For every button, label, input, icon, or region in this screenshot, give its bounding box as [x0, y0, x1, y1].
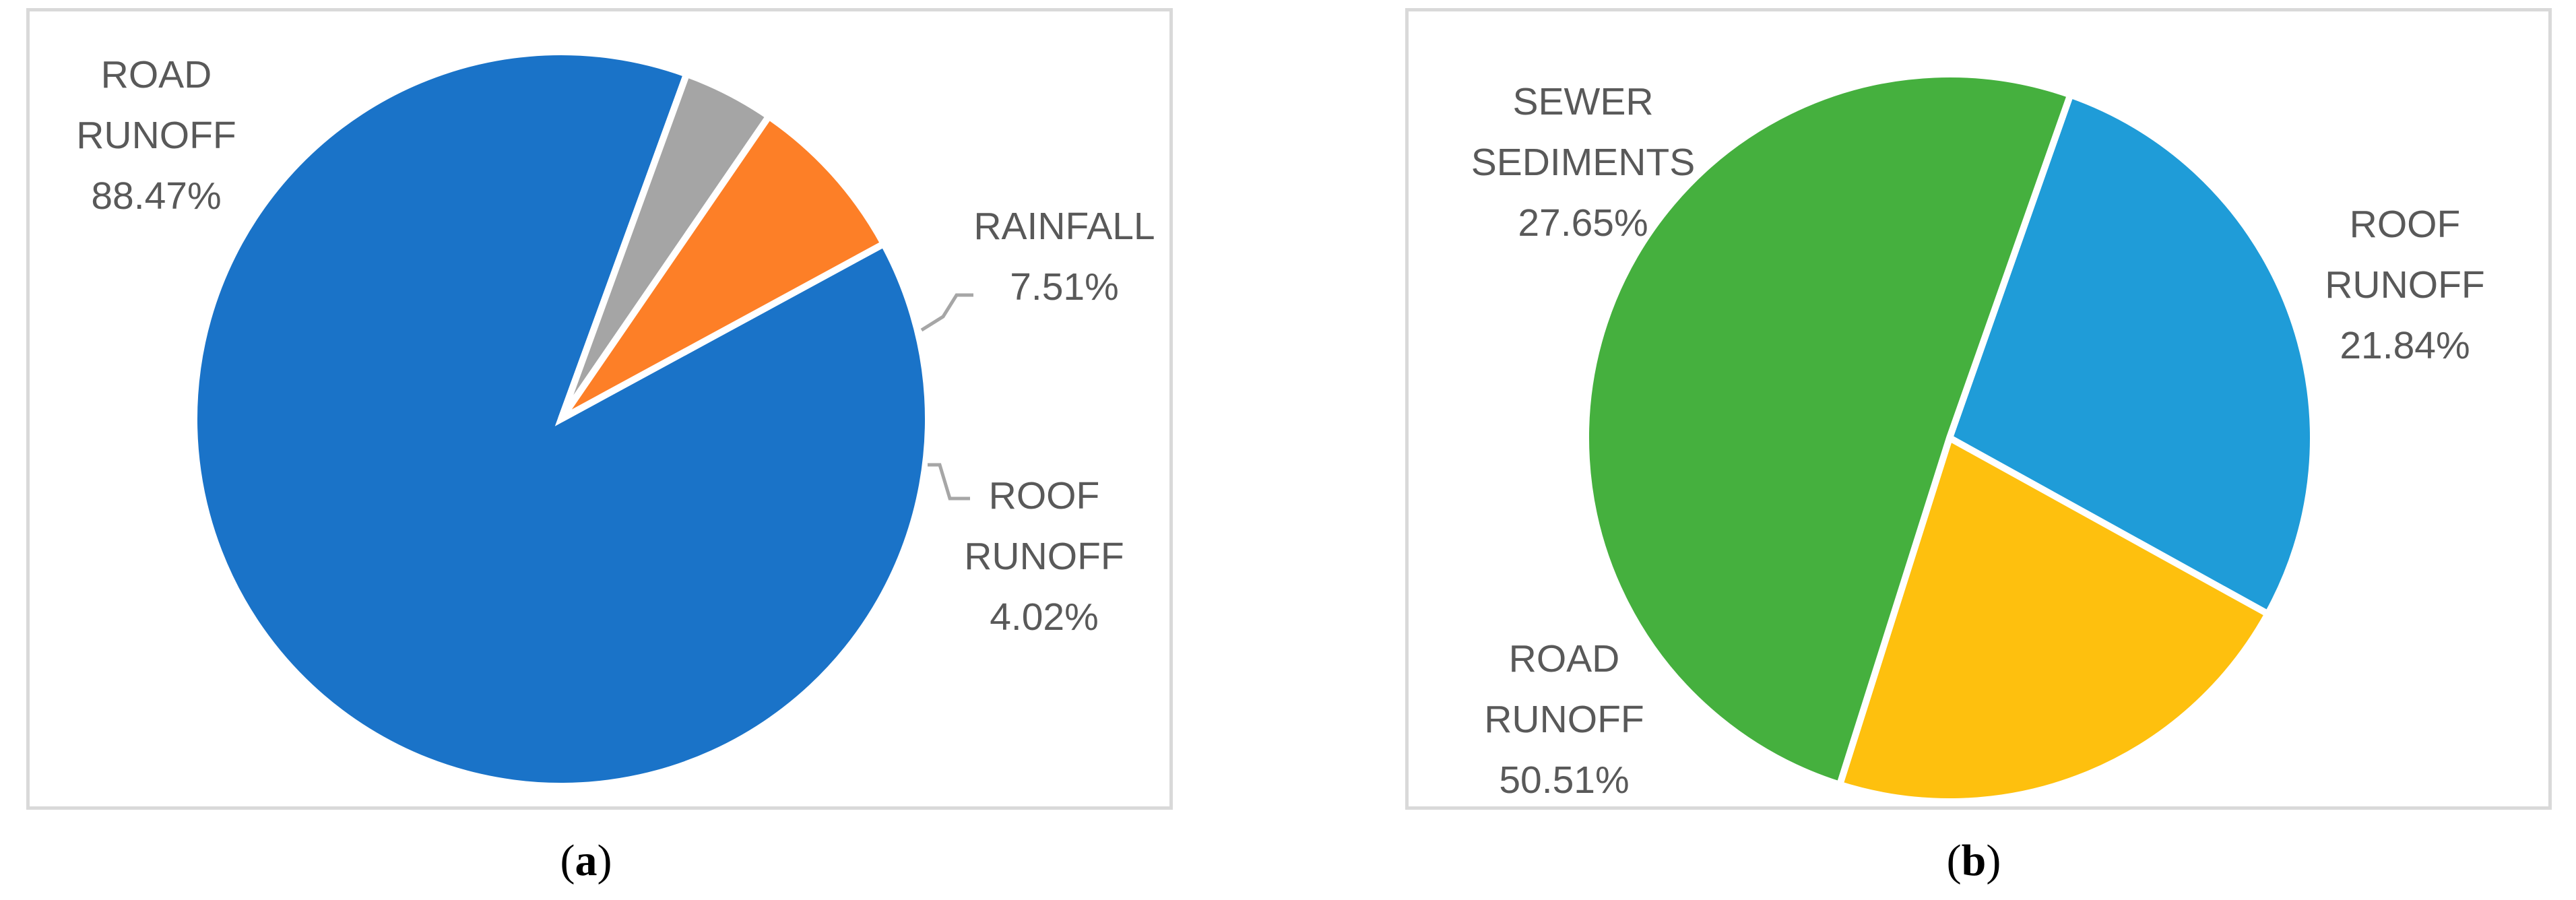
caption-b: (b): [1946, 836, 2001, 885]
pie-a: ROAD RUNOFF 88.47% ROOF RUNOFF 4.02% RAINFALL 7…: [76, 49, 1155, 790]
pie-b-slice-2: [1582, 71, 2075, 790]
pie-b-label-2: ROAD RUNOFF 50.51%: [1484, 637, 1644, 802]
pie-a-label-0: ROAD RUNOFF 88.47%: [76, 53, 236, 218]
pie-a-slice-2: [558, 111, 889, 422]
pie-b-slice-0: [1945, 90, 2317, 619]
pie-b-label-0: SEWER SEDIMENTS 27.65%: [1471, 80, 1696, 245]
pie-a-label-1: ROOF RUNOFF 4.02%: [964, 474, 1124, 639]
pie-b-slice-1: [1835, 432, 2273, 805]
caption-a-letter: a: [575, 836, 598, 885]
pie-a-leader-2: [920, 293, 973, 332]
caption-a: (a): [560, 836, 612, 885]
pie-b-label-1: ROOF RUNOFF 21.84%: [2325, 203, 2484, 367]
caption-b-letter: b: [1961, 836, 1987, 885]
pie-b: SEWER SEDIMENTS 27.65% ROOF RUNOFF 21.84% ROAD…: [1471, 71, 2485, 805]
pie-a-leader-1: [928, 463, 970, 501]
pie-a-label-2: RAINFALL 7.51%: [973, 205, 1155, 309]
